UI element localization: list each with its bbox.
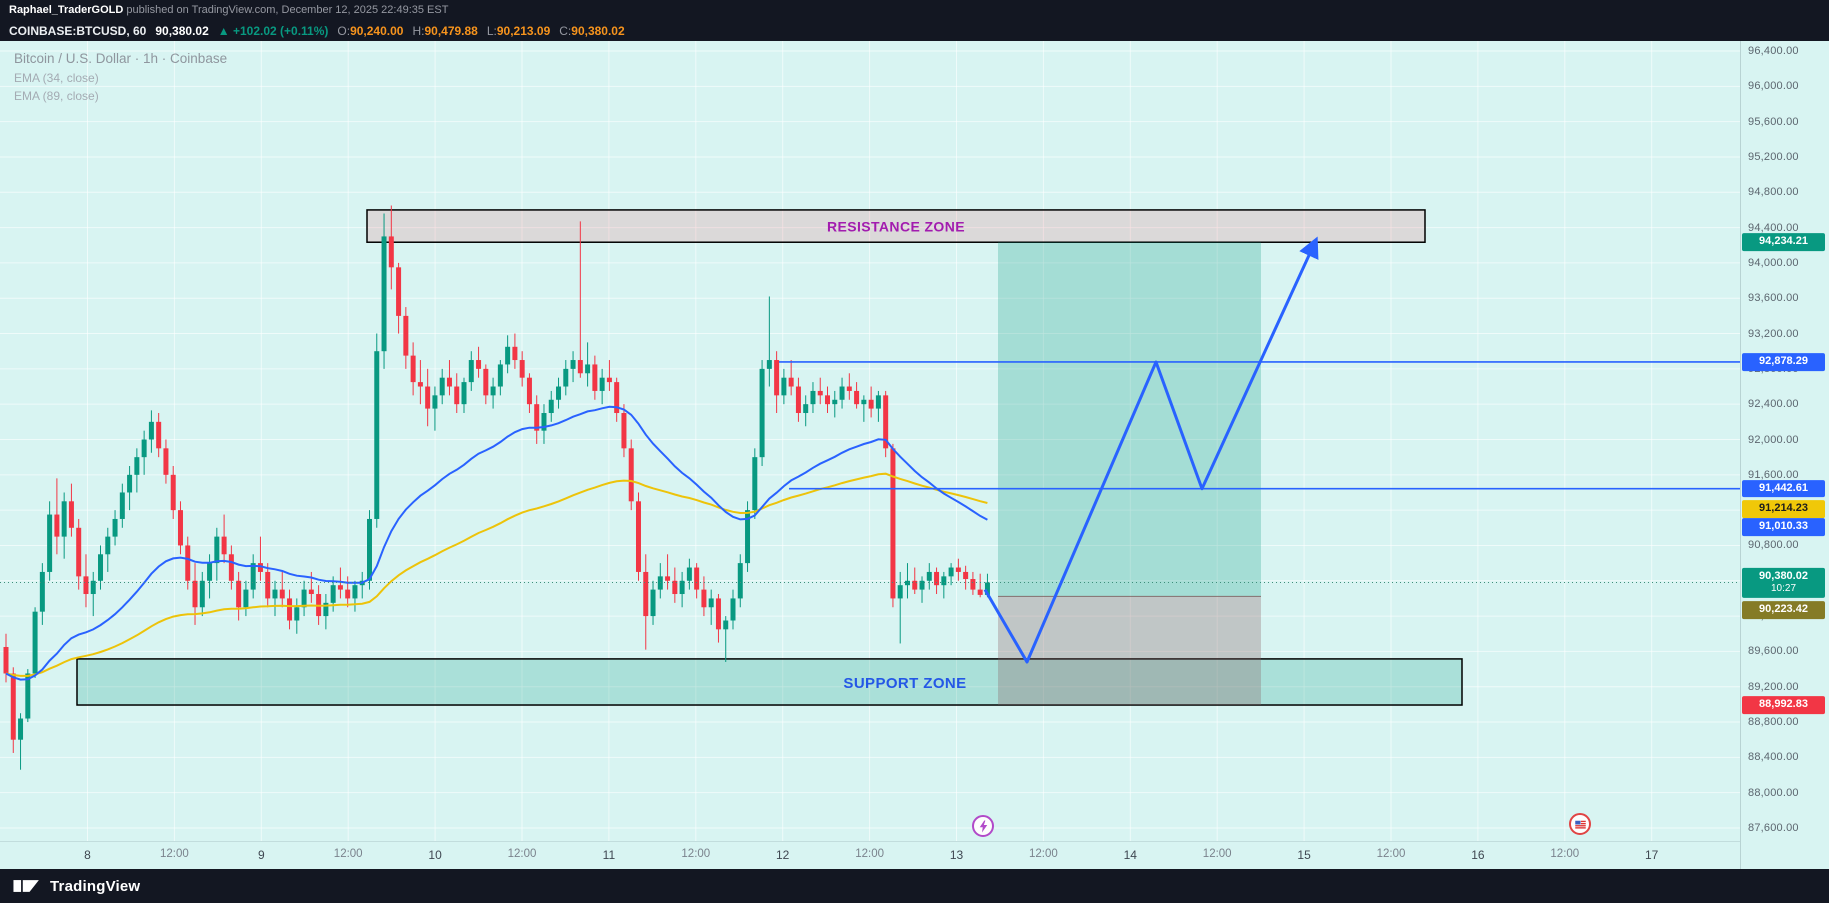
long-position-profit-zone[interactable] [998, 242, 1261, 597]
price-tick: 88,000.00 [1748, 786, 1799, 799]
grid-lines [0, 41, 1740, 841]
open-value: O:90,240.00 [337, 23, 404, 38]
ema34-price-badge: 91,010.33 [1742, 518, 1825, 536]
price-tick: 90,800.00 [1748, 539, 1799, 552]
price-tick: 92,400.00 [1748, 398, 1799, 411]
price-tick: 94,800.00 [1748, 186, 1799, 199]
time-label: 14 [1123, 848, 1137, 862]
resistance-zone-label: RESISTANCE ZONE [827, 219, 965, 235]
time-label: 10 [428, 848, 442, 862]
flag-us-event-icon[interactable] [1569, 813, 1591, 835]
time-label: 12:00 [1550, 848, 1580, 860]
resistance-zone[interactable] [366, 209, 1426, 243]
price-tick: 91,600.00 [1748, 468, 1799, 481]
time-label: 8 [84, 848, 91, 862]
candles-layer [3, 205, 990, 770]
entry-price-badge: 90,223.42 [1742, 601, 1825, 620]
header-bars: Raphael_TraderGOLD published on TradingV… [0, 0, 1829, 41]
last-price: 90,380.02 [155, 23, 209, 38]
price-tick: 96,400.00 [1748, 45, 1799, 57]
publish-info-bar: Raphael_TraderGOLD published on TradingV… [0, 0, 1829, 20]
time-label: 12:00 [1029, 848, 1058, 860]
tradingview-logo-icon[interactable] [12, 875, 42, 897]
ema-89-line [5, 472, 988, 677]
high-value: H:90,479.88 [412, 23, 478, 38]
lightning-event-icon[interactable] [972, 815, 994, 837]
ema-34-line [5, 405, 988, 681]
price-tick: 95,200.00 [1748, 150, 1799, 163]
price-change: ▲ +102.02 (+0.11%) [217, 23, 329, 38]
time-label: 12:00 [1376, 848, 1406, 860]
publish-info-text: published on TradingView.com, December 1… [123, 4, 449, 16]
price-tick: 94,400.00 [1748, 221, 1799, 234]
symbol-title[interactable]: COINBASE:BTCUSD, 60 [9, 23, 147, 38]
publisher-name[interactable]: Raphael_TraderGOLD [9, 4, 124, 16]
price-tick: 95,600.00 [1748, 115, 1799, 128]
last-price-badge: 90,380.02 10:27 [1742, 567, 1825, 598]
long-position-stop-zone[interactable] [998, 596, 1261, 706]
change-arrow-icon: ▲ [217, 23, 230, 38]
price-tick: 93,600.00 [1748, 292, 1799, 305]
support-zone[interactable] [76, 658, 1463, 706]
price-tick: 94,000.00 [1748, 256, 1799, 269]
time-label: 12:00 [855, 848, 884, 860]
chart-plot-area[interactable]: RESISTANCE ZONE SUPPORT ZONE Bitcoin / U.… [0, 41, 1740, 841]
price-tick: 88,800.00 [1748, 716, 1799, 729]
price-tick: 88,400.00 [1748, 751, 1799, 764]
footer-bar: TradingView [0, 869, 1829, 903]
time-label: 12:00 [681, 848, 711, 860]
price-tick: 89,600.00 [1748, 645, 1799, 658]
chart-legend: Bitcoin / U.S. Dollar · 1h · Coinbase EM… [14, 49, 227, 105]
target-price-badge: 94,234.21 [1742, 233, 1825, 252]
time-label: 15 [1297, 848, 1311, 862]
price-tick: 89,200.00 [1748, 680, 1799, 693]
projection-arrow[interactable] [983, 236, 1319, 664]
candlestick-chart[interactable]: RESISTANCE ZONE SUPPORT ZONE [0, 41, 1740, 841]
time-label: 12:00 [333, 848, 363, 860]
time-label: 16 [1471, 848, 1485, 862]
time-label: 12 [776, 848, 790, 862]
ema89-price-badge: 91,214.23 [1742, 500, 1825, 518]
time-label: 12:00 [1202, 848, 1232, 860]
time-label: 9 [257, 848, 265, 862]
time-axis[interactable]: 8 12:00 9 12:00 10 12:00 11 12:00 12 12:00 13 12:00… [0, 841, 1740, 869]
low-value: L:90,213.09 [486, 23, 551, 38]
time-label: 11 [602, 848, 616, 862]
time-label: 17 [1645, 848, 1659, 862]
tradingview-brand[interactable]: TradingView [50, 877, 141, 895]
legend-ema-89[interactable]: EMA (89, close) [14, 89, 99, 104]
ray-price-badge: 91,442.61 [1742, 479, 1825, 498]
support-zone-label: SUPPORT ZONE [843, 675, 966, 692]
price-tick: 93,200.00 [1748, 327, 1799, 340]
price-tick: 96,000.00 [1748, 80, 1799, 93]
legend-ema-34[interactable]: EMA (34, close) [14, 71, 99, 86]
close-value: C:90,380.02 [559, 23, 625, 38]
time-label: 12:00 [507, 848, 537, 860]
stop-price-badge: 88,992.83 [1742, 696, 1825, 714]
legend-symbol-title[interactable]: Bitcoin / U.S. Dollar · 1h · Coinbase [14, 51, 228, 66]
time-label: 13 [949, 848, 964, 862]
symbol-info-bar: COINBASE:BTCUSD, 60 90,380.02 ▲ +102.02 … [0, 20, 1829, 41]
time-label: 12:00 [160, 848, 189, 860]
price-axis[interactable]: 96,400.00 96,000.00 95,600.00 95,200.00 94,8… [1740, 41, 1829, 869]
price-tick: 87,600.00 [1748, 822, 1799, 834]
price-tick: 92,000.00 [1748, 433, 1799, 446]
ray-price-badge: 92,878.29 [1742, 353, 1825, 371]
